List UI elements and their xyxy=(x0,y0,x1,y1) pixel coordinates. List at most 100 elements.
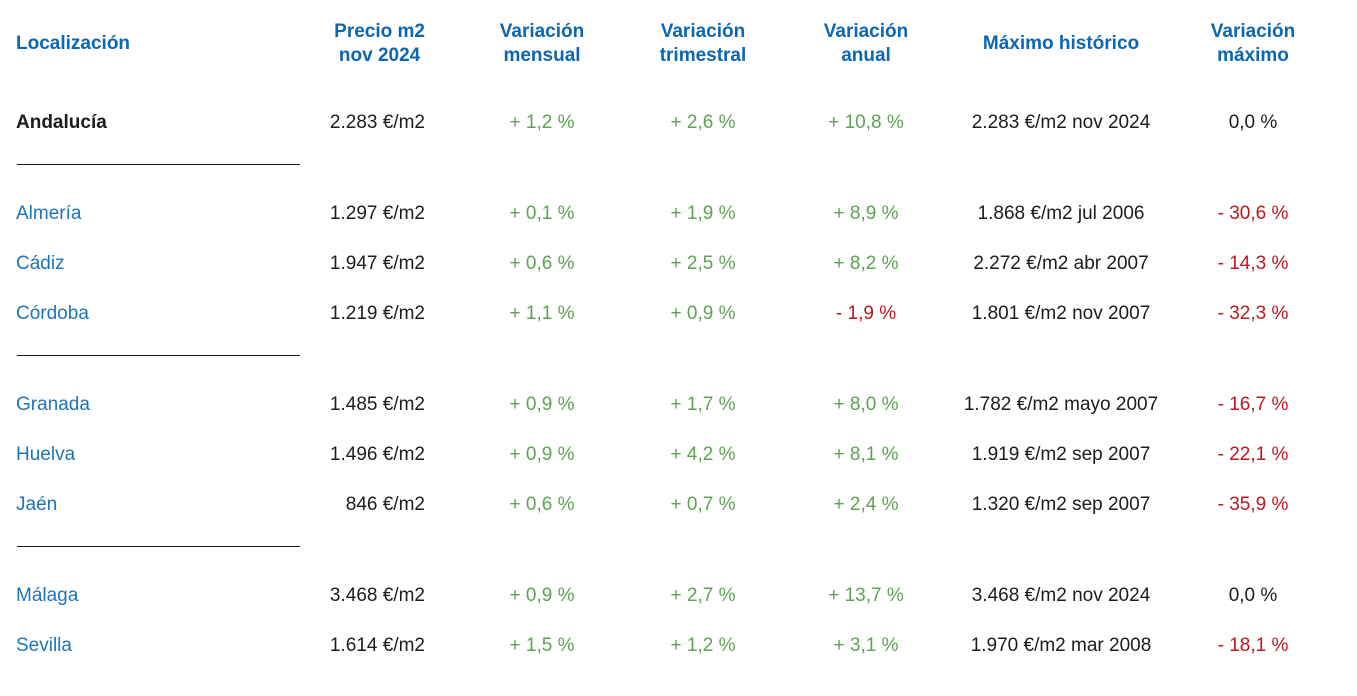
location-cell: Sevilla xyxy=(0,634,300,658)
monthly-variation-cell: + 0,6 % xyxy=(509,253,575,274)
location-link[interactable]: Córdoba xyxy=(16,303,89,324)
historical-max-cell: 1.801 €/m2 nov 2007 xyxy=(971,303,1151,324)
location-cell: Jaén xyxy=(0,493,300,517)
column-header-label: Variación xyxy=(1210,21,1296,42)
table-header: Localización Precio m2 nov 2024 Variació… xyxy=(0,0,1357,88)
column-header-maximo-historico: Máximo histórico xyxy=(948,32,1174,56)
group-divider xyxy=(17,546,300,547)
monthly-variation-cell: + 0,9 % xyxy=(509,444,575,465)
location-cell: Córdoba xyxy=(0,302,300,326)
column-header-label: Variación xyxy=(660,21,746,42)
quarterly-variation-cell: + 0,7 % xyxy=(670,494,736,515)
historical-max-cell: 1.782 €/m2 mayo 2007 xyxy=(963,394,1159,415)
location-cell: Almería xyxy=(0,202,300,226)
historical-max-cell: 2.283 €/m2 nov 2024 xyxy=(971,112,1151,133)
quarterly-variation-cell: + 1,2 % xyxy=(670,635,736,656)
table-row: Jaén 846 €/m2 + 0,6 % + 0,7 % + 2,4 % 1.… xyxy=(0,480,1357,530)
quarterly-variation-cell: + 4,2 % xyxy=(670,444,736,465)
location-cell: Málaga xyxy=(0,584,300,608)
table-row: Huelva 1.496 €/m2 + 0,9 % + 4,2 % + 8,1 … xyxy=(0,430,1357,480)
price-cell: 1.297 €/m2 xyxy=(329,203,425,224)
annual-variation-cell: + 2,4 % xyxy=(833,494,899,515)
location-link[interactable]: Sevilla xyxy=(16,635,72,656)
table-row: Cádiz 1.947 €/m2 + 0,6 % + 2,5 % + 8,2 %… xyxy=(0,239,1357,289)
quarterly-variation-cell: + 2,5 % xyxy=(670,253,736,274)
max-variation-cell: 0,0 % xyxy=(1228,585,1278,606)
monthly-variation-cell: + 0,6 % xyxy=(509,494,575,515)
location-link[interactable]: Almería xyxy=(16,203,82,224)
quarterly-variation-cell: + 1,7 % xyxy=(670,394,736,415)
table-row: Córdoba 1.219 €/m2 + 1,1 % + 0,9 % - 1,9… xyxy=(0,289,1357,339)
historical-max-cell: 2.272 €/m2 abr 2007 xyxy=(973,253,1149,274)
column-header-variacion-mensual: Variación mensual xyxy=(499,21,585,66)
max-variation-cell: - 16,7 % xyxy=(1217,394,1289,415)
column-header-label: Máximo histórico xyxy=(982,33,1140,54)
max-variation-cell: - 22,1 % xyxy=(1217,444,1289,465)
monthly-variation-cell: + 1,2 % xyxy=(509,112,575,133)
column-header-variacion-trimestral: Variación trimestral xyxy=(659,21,747,66)
table-row: Almería 1.297 €/m2 + 0,1 % + 1,9 % + 8,9… xyxy=(0,189,1357,239)
price-cell: 1.947 €/m2 xyxy=(329,253,425,274)
group-divider xyxy=(17,355,300,356)
annual-variation-cell: + 10,8 % xyxy=(828,112,904,133)
quarterly-variation-cell: + 0,9 % xyxy=(670,303,736,324)
location-cell: Huelva xyxy=(0,443,300,467)
quarterly-variation-cell: + 2,6 % xyxy=(670,112,736,133)
location-link[interactable]: Jaén xyxy=(16,494,58,515)
price-table: Localización Precio m2 nov 2024 Variació… xyxy=(0,0,1357,671)
table-row: Granada 1.485 €/m2 + 0,9 % + 1,7 % + 8,0… xyxy=(0,380,1357,430)
column-header-variacion-maximo: Variación máximo xyxy=(1210,21,1296,66)
price-cell: 1.614 €/m2 xyxy=(329,635,425,656)
max-variation-cell: - 14,3 % xyxy=(1217,253,1289,274)
table-body: Andalucía 2.283 €/m2 + 1,2 % + 2,6 % + 1… xyxy=(0,98,1357,671)
annual-variation-cell: + 8,2 % xyxy=(833,253,899,274)
location-link[interactable]: Huelva xyxy=(16,444,76,465)
location-link[interactable]: Málaga xyxy=(16,585,79,606)
location-cell: Andalucía xyxy=(0,111,300,135)
row-group: Andalucía 2.283 €/m2 + 1,2 % + 2,6 % + 1… xyxy=(0,98,1357,148)
max-variation-cell: - 30,6 % xyxy=(1217,203,1289,224)
annual-variation-cell: + 3,1 % xyxy=(833,635,899,656)
monthly-variation-cell: + 0,1 % xyxy=(509,203,575,224)
column-header-label: Localización xyxy=(16,33,131,54)
max-variation-cell: - 32,3 % xyxy=(1217,303,1289,324)
column-header-label: Variación xyxy=(823,21,909,42)
annual-variation-cell: + 8,1 % xyxy=(833,444,899,465)
max-variation-cell: - 35,9 % xyxy=(1217,494,1289,515)
quarterly-variation-cell: + 1,9 % xyxy=(670,203,736,224)
region-name: Andalucía xyxy=(16,112,107,133)
row-group: Málaga 3.468 €/m2 + 0,9 % + 2,7 % + 13,7… xyxy=(0,571,1357,671)
price-cell: 2.283 €/m2 xyxy=(329,112,425,133)
price-cell: 1.496 €/m2 xyxy=(329,444,425,465)
annual-variation-cell: - 1,9 % xyxy=(835,303,897,324)
column-header-label: Variación xyxy=(499,21,585,42)
monthly-variation-cell: + 1,5 % xyxy=(509,635,575,656)
row-group: Granada 1.485 €/m2 + 0,9 % + 1,7 % + 8,0… xyxy=(0,380,1357,530)
group-divider xyxy=(17,164,300,165)
annual-variation-cell: + 8,0 % xyxy=(833,394,899,415)
table-row: Sevilla 1.614 €/m2 + 1,5 % + 1,2 % + 3,1… xyxy=(0,621,1357,671)
historical-max-cell: 1.970 €/m2 mar 2008 xyxy=(970,635,1152,656)
location-link[interactable]: Cádiz xyxy=(16,253,65,274)
historical-max-cell: 1.919 €/m2 sep 2007 xyxy=(971,444,1151,465)
historical-max-cell: 1.868 €/m2 jul 2006 xyxy=(977,203,1145,224)
max-variation-cell: 0,0 % xyxy=(1228,112,1278,133)
table-row: Andalucía 2.283 €/m2 + 1,2 % + 2,6 % + 1… xyxy=(0,98,1357,148)
monthly-variation-cell: + 1,1 % xyxy=(509,303,575,324)
location-link[interactable]: Granada xyxy=(16,394,90,415)
column-header-variacion-anual: Variación anual xyxy=(823,21,909,66)
row-group: Almería 1.297 €/m2 + 0,1 % + 1,9 % + 8,9… xyxy=(0,189,1357,339)
max-variation-cell: - 18,1 % xyxy=(1217,635,1289,656)
price-cell: 3.468 €/m2 xyxy=(329,585,425,606)
monthly-variation-cell: + 0,9 % xyxy=(509,585,575,606)
monthly-variation-cell: + 0,9 % xyxy=(509,394,575,415)
column-header-label: Precio m2 xyxy=(334,21,425,42)
historical-max-cell: 3.468 €/m2 nov 2024 xyxy=(971,585,1151,606)
table-row: Málaga 3.468 €/m2 + 0,9 % + 2,7 % + 13,7… xyxy=(0,571,1357,621)
location-cell: Cádiz xyxy=(0,252,300,276)
price-cell: 1.485 €/m2 xyxy=(329,394,425,415)
annual-variation-cell: + 13,7 % xyxy=(828,585,904,606)
price-cell: 846 €/m2 xyxy=(345,494,425,515)
column-header-precio: Precio m2 nov 2024 xyxy=(334,21,425,66)
price-cell: 1.219 €/m2 xyxy=(329,303,425,324)
